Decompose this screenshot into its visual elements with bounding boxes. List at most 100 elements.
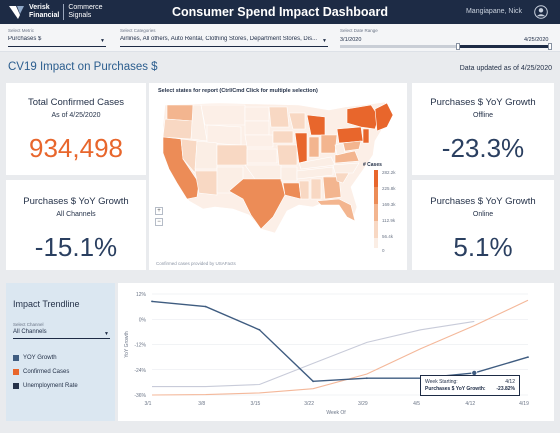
chevron-down-icon: ▼ <box>104 331 109 337</box>
legend-item-unemployment-rate[interactable]: Unemployment Rate <box>13 383 78 389</box>
trendline-title: Impact Trendline <box>13 299 80 309</box>
y-tick-label: -36% <box>134 393 146 399</box>
yoy-growth-point <box>151 300 153 303</box>
x-tick-label: 3/1 <box>145 401 152 407</box>
legend-swatch <box>374 187 378 204</box>
page-title: Consumer Spend Impact Dashboard <box>171 5 388 19</box>
state-shapes[interactable] <box>162 102 394 230</box>
legend-item-yoy-growth[interactable]: YOY Growth <box>13 355 57 361</box>
state-maryland <box>342 140 362 152</box>
tooltip-metric-label: Purchases $ YoY Growth: <box>425 386 486 392</box>
updated-date: Data updated as of 4/25/2020 <box>459 65 552 72</box>
state-pennsylvania <box>336 126 364 144</box>
yoy-growth-point <box>258 328 261 331</box>
tooltip-week-value: 4/12 <box>505 379 515 385</box>
map-title: Select states for report (Ctrl/Cmd Click… <box>158 88 318 94</box>
card-subtitle: Offline <box>472 112 494 119</box>
state-texas <box>228 178 286 230</box>
app-header: Verisk Financial Commerce Signals Consum… <box>0 0 560 24</box>
x-tick-label: 4/19 <box>519 401 529 407</box>
state-new-jersey <box>362 128 370 144</box>
yoy-growth-point <box>312 380 315 383</box>
state-arkansas <box>280 166 298 182</box>
legend-label: 0 <box>382 248 385 253</box>
state-washington <box>166 104 194 122</box>
slider-end-handle[interactable] <box>548 43 552 50</box>
yoy-growth-point <box>204 305 207 308</box>
legend-swatch <box>374 170 378 187</box>
yoy-growth-point <box>527 356 529 359</box>
date-end: 4/25/2020 <box>524 37 549 43</box>
logo-subtitle: Commerce Signals <box>63 4 103 20</box>
state-utah <box>194 140 218 170</box>
x-tick-label: 3/15 <box>251 401 261 407</box>
us-choropleth-map[interactable] <box>149 83 407 270</box>
series-line-confirmed-cases <box>151 299 529 396</box>
state-wyoming <box>206 124 242 146</box>
card-value: 934,498 <box>29 133 123 163</box>
zoom-in-button[interactable]: + <box>155 207 163 215</box>
series-line-yoy-growth <box>151 300 529 383</box>
x-tick-label: 3/29 <box>358 401 368 407</box>
state-illinois <box>294 132 308 164</box>
legend-label: 169.3k <box>382 202 396 207</box>
y-tick-label: 12% <box>136 292 147 298</box>
state-north-carolina <box>332 162 360 174</box>
chevron-down-icon: ▼ <box>322 38 327 44</box>
logo-text: Verisk Financial <box>29 4 60 19</box>
state-arizona <box>194 170 218 196</box>
legend-swatch <box>13 355 19 361</box>
legend-swatch <box>374 204 378 221</box>
y-axis-label: YoY Growth <box>124 331 130 358</box>
verisk-logo-icon <box>9 6 24 19</box>
trendline-panel: Impact Trendline Select Channel All Chan… <box>6 283 115 421</box>
user-name[interactable]: Mangiapane, Nick <box>465 8 522 15</box>
legend-label: 112.9k <box>382 218 396 223</box>
state-florida <box>316 198 356 222</box>
map-legend-title: # Cases <box>363 162 382 168</box>
card-value: -23.3% <box>441 133 525 163</box>
map-legend <box>374 170 378 248</box>
metric-label: Select Metric <box>8 28 35 33</box>
card-title: Total Confirmed Cases <box>27 97 125 108</box>
slider-start-handle[interactable] <box>456 43 460 50</box>
state-georgia <box>322 176 342 200</box>
y-tick-label: 0% <box>139 317 147 323</box>
state-kansas <box>246 148 278 164</box>
channel-select[interactable]: All Channels ▼ <box>13 329 110 339</box>
state-minnesota <box>268 106 290 128</box>
state-north-dakota <box>244 106 270 122</box>
legend-swatch <box>374 221 378 238</box>
legend-label: 225.8k <box>382 186 396 191</box>
card-subtitle: As of 4/25/2020 <box>51 112 101 119</box>
state-west-virginia <box>334 142 346 156</box>
card-subtitle: All Channels <box>56 211 96 218</box>
card-title: Purchases $ YoY Growth <box>23 196 129 207</box>
date-range-slider[interactable] <box>340 43 552 50</box>
verisk-logo[interactable]: Verisk Financial Commerce Signals <box>8 3 103 21</box>
series-line-unemployment-rate <box>152 320 475 388</box>
state-tennessee <box>296 166 334 180</box>
zoom-out-button[interactable]: − <box>155 218 163 226</box>
chevron-down-icon: ▼ <box>100 38 105 44</box>
card-title: Purchases $ YoY Growth <box>430 97 536 108</box>
card-value: 5.1% <box>453 232 513 262</box>
metric-select[interactable]: Purchases $ ▼ <box>8 36 106 47</box>
slider-fill <box>458 45 550 48</box>
all-channels-card: Purchases $ YoY Growth All Channels -15.… <box>6 180 146 270</box>
x-tick-label: 3/22 <box>304 401 314 407</box>
categories-select[interactable]: Airlines, All others, Auto Rental, Cloth… <box>120 36 328 47</box>
map-credit: Confirmed cases provided by USAFacts <box>156 261 236 266</box>
state-new-england <box>374 102 394 132</box>
user-circle-icon[interactable] <box>534 5 548 19</box>
legend-item-confirmed-cases[interactable]: Confirmed Cases <box>13 369 69 375</box>
state-new-york <box>346 104 380 130</box>
trendline-chart[interactable]: 12% 0% -12% -24% -36% 3/1 3/8 3/15 3/22 3/29 4/5 4/… <box>118 283 554 421</box>
yoy-growth-point <box>365 377 368 380</box>
date-range-label: Select Date Range <box>340 28 378 33</box>
tooltip-week-label: Week Starting: <box>425 379 458 385</box>
state-nevada <box>180 138 198 174</box>
state-south-dakota <box>244 120 270 136</box>
x-axis-label: Week Of <box>326 410 346 416</box>
categories-label: Select Categories <box>120 28 156 33</box>
